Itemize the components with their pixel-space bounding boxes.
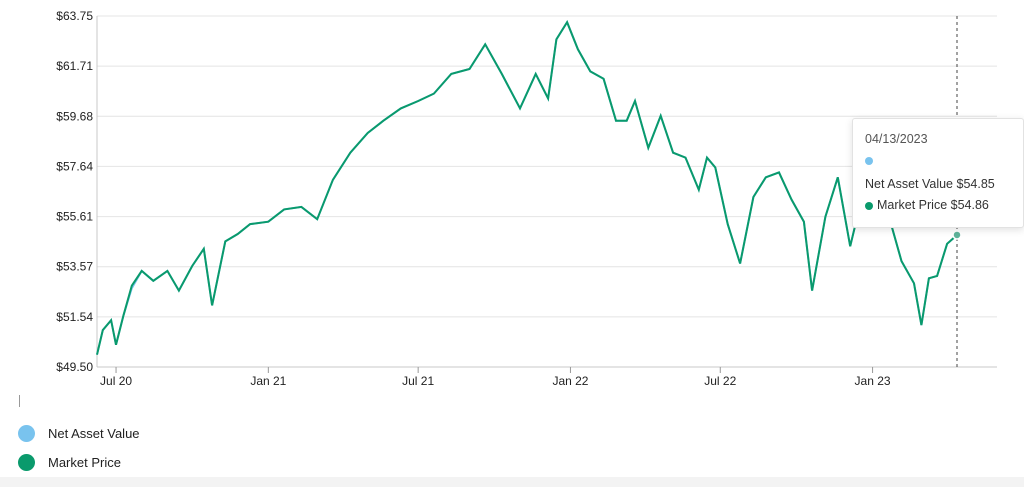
price-chart[interactable]: $49.50 $51.54 $53.57 $55.61 $57.64 $59.68 $61.… <box>0 0 1024 395</box>
y-tick-label: $57.64 <box>56 159 93 173</box>
x-tick-label: Jan 23 <box>855 374 891 388</box>
hover-point-marker <box>952 230 962 240</box>
legend-label-market-price: Market Price <box>48 454 121 470</box>
y-tick-label: $51.54 <box>56 310 93 324</box>
y-tick-label: $49.50 <box>56 360 93 374</box>
hover-tooltip: 04/13/2023 Net Asset Value $54.85 Market… <box>852 118 1024 228</box>
series-line-net-asset-value <box>96 19 958 355</box>
y-tick-label: $53.57 <box>56 260 93 274</box>
legend-item-net-asset-value[interactable]: Net Asset Value <box>18 423 140 443</box>
tooltip-date: 04/13/2023 <box>865 132 928 146</box>
y-tick-label: $55.61 <box>56 210 93 224</box>
y-tick-label: $63.75 <box>56 9 93 23</box>
tooltip-nav-value: Net Asset Value $54.85 <box>865 177 995 191</box>
x-axis: Jul 20 Jan 21 Jul 21 Jan 22 Jul 22 Jan 23 <box>100 367 891 388</box>
x-tick-label: Jul 22 <box>704 374 736 388</box>
x-tick-label: Jul 20 <box>100 374 132 388</box>
grid-lines <box>96 15 997 368</box>
legend-nav-dot-icon <box>18 424 35 442</box>
legend-market-dot-icon <box>18 453 35 471</box>
y-tick-label: $61.71 <box>56 59 93 73</box>
tooltip-nav-marker-icon <box>865 157 873 165</box>
y-tick-label: $59.68 <box>56 109 93 123</box>
x-tick-label: Jul 21 <box>402 374 434 388</box>
tooltip-market-marker-icon <box>865 202 873 210</box>
y-axis: $49.50 $51.54 $53.57 $55.61 $57.64 $59.68 $61.… <box>56 9 93 374</box>
legend-label-net-asset-value: Net Asset Value <box>48 425 140 441</box>
legend-item-market-price[interactable]: Market Price <box>18 452 121 472</box>
series-line-market-price <box>96 19 958 355</box>
tooltip-market-value: Market Price $54.86 <box>877 198 989 212</box>
x-tick-label: Jan 21 <box>250 374 286 388</box>
x-tick-label: Jan 22 <box>552 374 588 388</box>
footer-strip <box>0 477 1024 487</box>
legend-divider <box>19 395 20 407</box>
